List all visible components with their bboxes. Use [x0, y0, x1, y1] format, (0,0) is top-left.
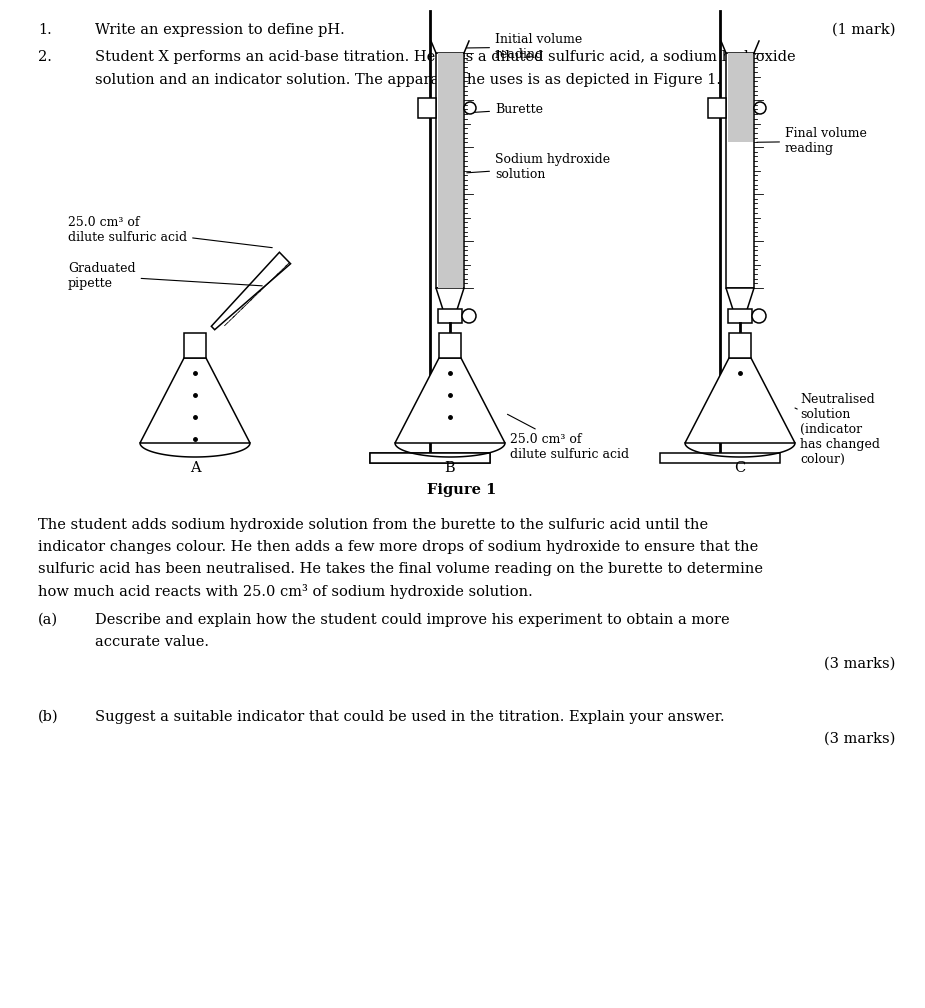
Text: Final volume
reading: Final volume reading: [757, 127, 867, 155]
Bar: [729, 333, 751, 358]
Text: (b): (b): [38, 710, 58, 724]
Bar: [370, 453, 490, 463]
Text: Write an expression to define pH.: Write an expression to define pH.: [95, 23, 345, 37]
Text: Student X performs an acid-base titration. He uses a diluted sulfuric acid, a so: Student X performs an acid-base titratio…: [95, 50, 796, 64]
Text: (a): (a): [38, 613, 58, 627]
Polygon shape: [685, 358, 795, 443]
Polygon shape: [685, 400, 795, 443]
Text: (3 marks): (3 marks): [823, 732, 895, 746]
Text: solution and an indicator solution. The apparatus he uses is as depicted in Figu: solution and an indicator solution. The …: [95, 73, 721, 87]
Circle shape: [464, 102, 476, 114]
Bar: [436, 53, 464, 288]
Text: Figure 1: Figure 1: [427, 483, 497, 497]
Circle shape: [754, 102, 766, 114]
Text: 25.0 cm³ of
dilute sulfuric acid: 25.0 cm³ of dilute sulfuric acid: [68, 216, 272, 248]
Polygon shape: [395, 400, 505, 443]
Circle shape: [462, 309, 476, 323]
Bar: [438, 53, 462, 288]
Text: accurate value.: accurate value.: [95, 635, 209, 649]
Text: indicator changes colour. He then adds a few more drops of sodium hydroxide to e: indicator changes colour. He then adds a…: [38, 540, 758, 554]
Text: Graduated
pipette: Graduated pipette: [68, 262, 262, 290]
Text: 2.: 2.: [38, 50, 52, 64]
Polygon shape: [211, 252, 290, 330]
Text: Describe and explain how the student could improve his experiment to obtain a mo: Describe and explain how the student cou…: [95, 613, 730, 627]
Text: A: A: [190, 461, 201, 475]
Text: Burette: Burette: [467, 103, 543, 116]
Text: how much acid reacts with 25.0 cm³ of sodium hydroxide solution.: how much acid reacts with 25.0 cm³ of so…: [38, 584, 533, 599]
Text: Initial volume
reading: Initial volume reading: [467, 33, 582, 61]
Bar: [660, 453, 780, 463]
Polygon shape: [436, 288, 464, 316]
Bar: [439, 333, 461, 358]
Text: Neutralised
solution
(indicator
has changed
colour): Neutralised solution (indicator has chan…: [795, 393, 880, 466]
Bar: [726, 53, 754, 288]
Circle shape: [752, 309, 766, 323]
Bar: [184, 333, 206, 358]
Bar: [370, 453, 490, 463]
Text: (1 mark): (1 mark): [832, 23, 895, 37]
Text: 1.: 1.: [38, 23, 52, 37]
Text: 25.0 cm³ of
dilute sulfuric acid: 25.0 cm³ of dilute sulfuric acid: [508, 414, 629, 461]
Text: The student adds sodium hydroxide solution from the burette to the sulfuric acid: The student adds sodium hydroxide soluti…: [38, 518, 709, 532]
Polygon shape: [140, 358, 250, 443]
Text: Suggest a suitable indicator that could be used in the titration. Explain your a: Suggest a suitable indicator that could …: [95, 710, 724, 724]
Polygon shape: [726, 288, 754, 316]
Bar: [708, 98, 726, 118]
Bar: [438, 309, 462, 323]
Text: C: C: [734, 461, 746, 475]
Text: B: B: [445, 461, 455, 475]
Bar: [728, 309, 752, 323]
Bar: [418, 98, 436, 118]
Text: Sodium hydroxide
solution: Sodium hydroxide solution: [467, 153, 610, 181]
Polygon shape: [395, 358, 505, 443]
Text: (3 marks): (3 marks): [823, 657, 895, 671]
Text: sulfuric acid has been neutralised. He takes the final volume reading on the bur: sulfuric acid has been neutralised. He t…: [38, 562, 763, 576]
Bar: [727, 53, 753, 142]
